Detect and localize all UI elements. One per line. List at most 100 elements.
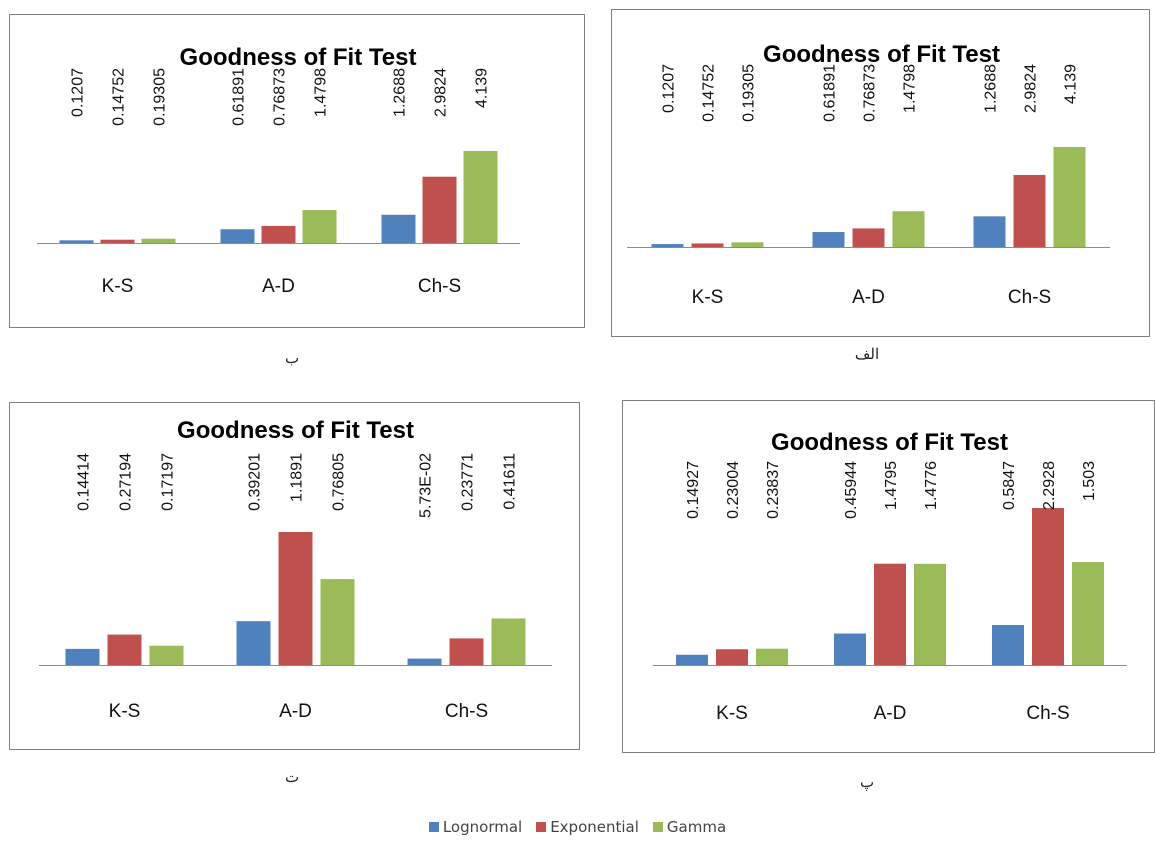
bar [1032,508,1064,665]
data-label: 0.1207 [661,64,678,113]
data-label: 0.19305 [741,64,758,122]
data-label: 1.4798 [313,68,330,117]
chart-svg: Goodness of Fit Test 0.14927 0.23004 0.2383… [653,429,1127,724]
bar [320,579,355,665]
bar [491,618,526,665]
chart-svg: Goodness of Fit Test 0.1207 0.14752 0.19305… [627,41,1110,308]
chart-title: Goodness of Fit Test [180,44,417,71]
legend-label: Lognormal [442,818,523,836]
bar [149,645,184,665]
bar [1053,147,1086,247]
bar [107,634,142,665]
category-label: K-S [102,276,134,297]
bar [852,228,885,247]
data-label: 0.76805 [331,453,348,511]
bar [914,563,946,665]
data-label: 0.76873 [862,64,879,122]
bar [100,239,135,243]
bar [141,238,176,243]
bar [407,658,442,665]
data-label: 0.23004 [725,461,742,519]
bar [220,229,255,243]
legend-item: Exponential [536,818,639,836]
bar [463,151,498,243]
category-label: A-D [279,701,312,722]
legend-swatch-gamma [652,822,663,832]
chart-title: Goodness of Fit Test [177,417,414,444]
data-label: 0.61891 [231,68,248,126]
legend-item: Gamma [652,818,727,836]
chart-svg: Goodness of Fit Test 0.1207 0.14752 0.19305… [37,44,520,297]
caption-pe: پ [859,773,875,791]
chart-title: Goodness of Fit Test [763,41,1000,68]
data-label: 0.41611 [502,453,519,510]
bar [381,214,416,243]
bar [422,176,457,243]
bar [874,563,906,665]
bar [1072,562,1104,665]
bar [691,243,724,247]
caption-alef: الف [854,345,880,363]
caption-te: ت [284,768,300,786]
bar [973,216,1006,247]
data-label: 0.76873 [272,68,289,126]
bar [278,532,313,665]
category-label: Ch-S [1008,287,1051,308]
chart-panel-te: Goodness of Fit Test 0.14414 0.27194 0.1719… [9,402,580,750]
data-label: 0.61891 [822,64,839,122]
data-label: 1.503 [1081,461,1098,501]
legend-swatch-lognormal [428,822,439,832]
bar [65,648,100,665]
data-label: 0.27194 [118,453,135,511]
legend-item: Lognormal [428,818,523,836]
data-label: 2.2928 [1041,461,1058,510]
data-label: 0.19305 [152,68,169,126]
bar [261,225,296,243]
bar [992,624,1024,665]
data-label: 1.4776 [923,461,940,510]
category-label: Ch-S [1026,703,1069,724]
caption-ba: ب [284,349,300,367]
bar [59,240,94,243]
data-label: 2.9824 [433,68,450,117]
chart-svg: Goodness of Fit Test 0.14414 0.27194 0.1719… [39,417,552,722]
chart-title: Goodness of Fit Test [771,429,1008,456]
legend-label: Exponential [550,818,639,836]
data-label: 0.14752 [111,68,128,126]
data-label: 0.14927 [685,461,702,519]
category-label: A-D [874,703,907,724]
category-label: A-D [262,276,295,297]
bar [236,621,271,665]
data-label: 0.1207 [70,68,87,117]
data-label: 5.73E-02 [418,453,435,518]
data-label: 0.45944 [843,461,860,519]
data-label: 0.39201 [247,453,264,511]
category-label: K-S [716,703,748,724]
bar [1013,174,1046,247]
bar [716,649,748,665]
data-label: 4.139 [474,68,491,108]
bar [834,633,866,665]
bar [651,244,684,247]
data-label: 0.17197 [160,453,177,511]
data-label: 0.14414 [76,453,93,511]
bar [302,210,337,243]
data-label: 1.2688 [392,68,409,117]
bar [756,648,788,665]
category-label: Ch-S [418,276,461,297]
data-label: 1.2688 [983,64,1000,113]
category-label: K-S [692,287,724,308]
chart-panel-alef: Goodness of Fit Test 0.1207 0.14752 0.19305… [611,9,1150,337]
data-label: 0.23771 [460,453,477,511]
bar [812,232,845,247]
data-label: 0.23837 [765,461,782,519]
bar [892,211,925,247]
data-label: 2.9824 [1023,64,1040,113]
legend-label: Gamma [666,818,727,836]
chart-panel-pe: Goodness of Fit Test 0.14927 0.23004 0.2383… [622,400,1155,753]
legend: Lognormal Exponential Gamma [0,818,1155,836]
category-label: K-S [109,701,141,722]
chart-panel-ba: Goodness of Fit Test 0.1207 0.14752 0.19305… [9,14,585,328]
data-label: 1.1891 [289,453,306,502]
data-label: 0.5847 [1001,461,1018,510]
